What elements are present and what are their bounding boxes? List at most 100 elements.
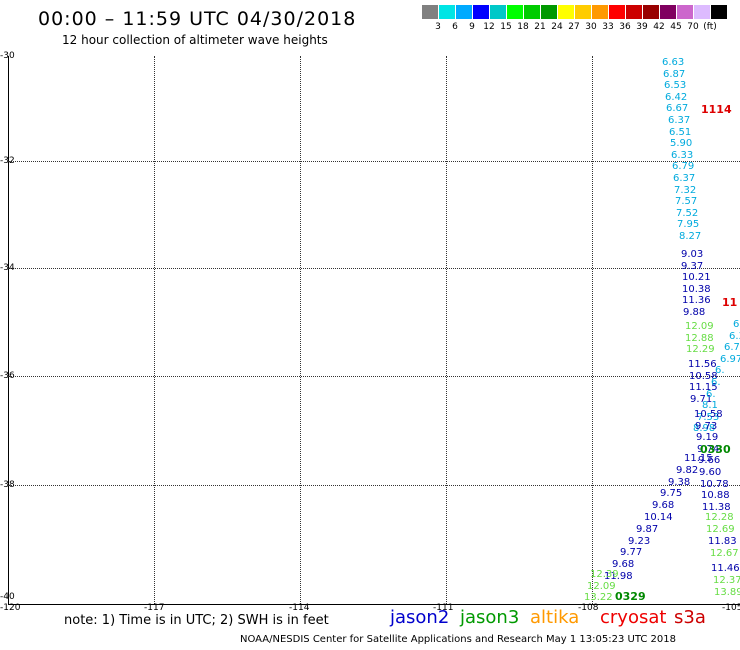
- wave-height-value: 11.15: [684, 453, 713, 464]
- wave-height-value: 12.39: [590, 569, 619, 580]
- legend-swatch: [643, 5, 659, 19]
- wave-height-value: 5.90: [670, 138, 693, 149]
- wave-height-value: 12.88: [685, 333, 714, 344]
- longitude-label: -120: [0, 603, 21, 613]
- wave-height-value: 6.3: [729, 331, 740, 342]
- wave-height-value: 9.03: [681, 249, 704, 260]
- map-subtitle: 12 hour collection of altimeter wave hei…: [62, 33, 328, 47]
- note-text: note: 1) Time is in UTC; 2) SWH is in fe…: [64, 613, 329, 628]
- legend-swatch: [456, 5, 472, 19]
- meridian-line: [154, 56, 155, 604]
- legend-swatch: [694, 5, 710, 19]
- wave-height-value: 6.51: [669, 127, 692, 138]
- legend-swatch: [439, 5, 455, 19]
- wave-height-value: 10.38: [682, 284, 711, 295]
- wave-height-value: 9.82: [676, 465, 699, 476]
- longitude-label: -105: [722, 603, 740, 613]
- wave-height-value: 6.72: [724, 342, 740, 353]
- wave-height-value: 10.78: [700, 479, 729, 490]
- wave-height-value: 9.68: [612, 559, 635, 570]
- wave-height-value: 6.97: [720, 354, 740, 365]
- wave-height-value: 12.69: [706, 524, 735, 535]
- wave-height-value: 8.98: [693, 423, 716, 434]
- satellite-name-cryosat: cryosat: [600, 607, 667, 628]
- wave-height-value: 12.67: [710, 548, 739, 559]
- satellite-name-s3a: s3a: [674, 607, 706, 628]
- time-label-1114: 1114: [701, 103, 732, 116]
- wave-height-value: 12.37: [713, 575, 740, 586]
- wave-height-value: 9.68: [652, 500, 675, 511]
- legend-swatch: [507, 5, 523, 19]
- wave-height-value: 11.46: [711, 563, 740, 574]
- wave-height-value: 6.87: [663, 69, 686, 80]
- wave-height-value: 11.56: [688, 359, 717, 370]
- legend-label: 70: [687, 22, 699, 32]
- wave-height-value: 6.63: [662, 57, 685, 68]
- wave-height-value: 6.79: [672, 161, 695, 172]
- longitude-label: -114: [289, 603, 310, 613]
- legend-label: 27: [568, 22, 580, 32]
- latitude-label: -40: [0, 592, 15, 602]
- legend-label: 12: [483, 22, 495, 32]
- parallel-line: [8, 161, 740, 162]
- wave-height-value: 7.52: [676, 208, 699, 219]
- wave-height-value: 9.73: [695, 421, 718, 432]
- wave-height-value: 9.75: [660, 488, 683, 499]
- satellite-name-jason3: jason3: [460, 607, 520, 628]
- legend-label: 15: [500, 22, 512, 32]
- latitude-label: -30: [0, 51, 15, 61]
- longitude-label: -117: [144, 603, 165, 613]
- wave-height-value: 11.83: [708, 536, 737, 547]
- legend-label: 42: [653, 22, 665, 32]
- legend-swatch: [541, 5, 557, 19]
- wave-height-value: 7.95: [677, 219, 700, 230]
- wave-height-value: 12.29: [686, 344, 715, 355]
- wave-height-value: 8.27: [679, 231, 702, 242]
- wave-height-value: 7.53: [697, 412, 720, 423]
- wave-height-value: 9.87: [636, 524, 659, 535]
- parallel-line: [8, 485, 740, 486]
- wave-height-value: 9.77: [620, 547, 643, 558]
- wave-height-value: 9.74: [697, 444, 720, 455]
- wave-height-value: 9.23: [628, 536, 651, 547]
- wave-height-value: 9.60: [699, 467, 722, 478]
- wave-height-value: 6.33: [671, 150, 694, 161]
- wave-height-value: 6.: [706, 389, 716, 400]
- wave-height-value: 13.22: [584, 592, 613, 603]
- latitude-label: -32: [0, 156, 15, 166]
- wave-height-value: 11.15: [689, 382, 718, 393]
- wave-height-value: 10.14: [644, 512, 673, 523]
- legend-label: 45: [670, 22, 682, 32]
- legend-swatch: [575, 5, 591, 19]
- longitude-label: -111: [433, 603, 454, 613]
- left-axis: [8, 56, 9, 604]
- wave-height-value: 9.66: [698, 455, 721, 466]
- legend-swatch: [660, 5, 676, 19]
- wave-height-value: 6.: [715, 365, 725, 376]
- wave-height-value: 9.71: [690, 394, 713, 405]
- wave-height-value: 6.37: [668, 115, 691, 126]
- meridian-line: [446, 56, 447, 604]
- legend-swatch: [473, 5, 489, 19]
- time-label-0330: 0330: [700, 443, 731, 456]
- time-label-11: 11: [722, 296, 738, 309]
- wave-height-value: 6.53: [664, 80, 687, 91]
- legend-swatch: [711, 5, 727, 19]
- legend-label: 36: [619, 22, 631, 32]
- map-title: 00:00 – 11:59 UTC 04/30/2018: [38, 8, 357, 30]
- satellite-name-altika: altika: [530, 607, 580, 628]
- wave-height-value: 10.58: [694, 409, 723, 420]
- wave-height-value: 6.42: [665, 92, 688, 103]
- legend-label: 30: [585, 22, 597, 32]
- latitude-label: -38: [0, 480, 15, 490]
- legend-label: 18: [517, 22, 529, 32]
- legend-label: 6: [452, 22, 458, 32]
- wave-height-value: 11.98: [604, 571, 633, 582]
- legend-label: 33: [602, 22, 614, 32]
- wave-height-value: 7.57: [675, 196, 698, 207]
- time-label-0329: 0329: [615, 590, 646, 603]
- legend-label: 24: [551, 22, 563, 32]
- longitude-label: -108: [578, 603, 599, 613]
- legend-label: 3: [435, 22, 441, 32]
